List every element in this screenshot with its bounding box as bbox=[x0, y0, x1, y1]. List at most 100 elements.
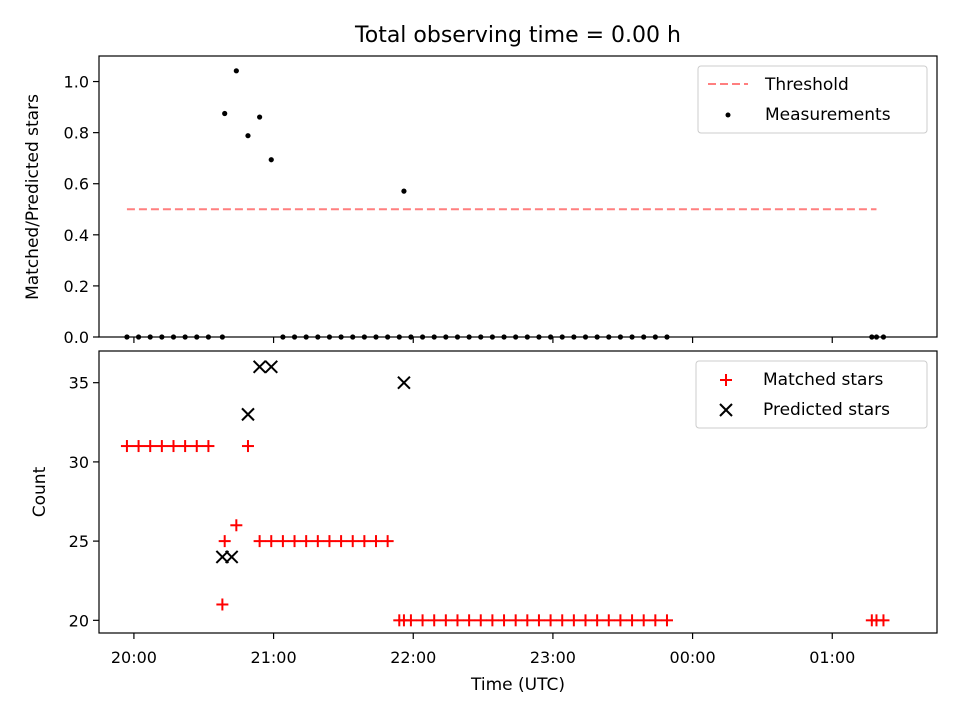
bottom-y-tick-label: 30 bbox=[69, 453, 89, 472]
matched-star-point bbox=[877, 614, 890, 627]
legend-measurements-label: Measurements bbox=[765, 105, 891, 125]
measurement-point bbox=[222, 110, 228, 117]
matched-star-point bbox=[463, 614, 476, 627]
matched-star-point bbox=[626, 614, 639, 627]
top-legend: Threshold Measurements bbox=[697, 65, 928, 134]
matched-star-point bbox=[498, 614, 511, 627]
bottom-y-ticks: 20 25 30 35 bbox=[69, 374, 99, 630]
bottom-plot-marks bbox=[120, 360, 890, 627]
bottom-x-ticks: 20:00 21:00 22:00 23:00 00:00 01:00 bbox=[111, 633, 855, 667]
matched-star-point bbox=[253, 535, 266, 548]
matched-star-point bbox=[323, 535, 336, 548]
top-y-tick-label: 0.2 bbox=[64, 277, 89, 296]
top-y-tick-label: 0.8 bbox=[64, 124, 89, 143]
bottom-y-tick-label: 35 bbox=[69, 374, 89, 393]
top-y-tick-label: 0.6 bbox=[64, 175, 89, 194]
predicted-star-point bbox=[224, 550, 239, 564]
matched-star-point bbox=[451, 614, 464, 627]
top-panel: 0.0 0.2 0.4 0.6 0.8 1.0 Matched/Predicted sta… bbox=[23, 55, 938, 347]
bottom-y-tick-label: 25 bbox=[69, 532, 89, 551]
matched-star-point bbox=[370, 535, 383, 548]
top-y-tick-label: 0.0 bbox=[64, 328, 89, 347]
legend-threshold-label: Threshold bbox=[764, 75, 849, 95]
legend-measurements-swatch bbox=[725, 112, 731, 118]
x-tick-label: 22:00 bbox=[390, 648, 436, 667]
x-tick-label: 23:00 bbox=[530, 648, 576, 667]
matched-star-point bbox=[179, 440, 192, 453]
matched-star-point bbox=[288, 535, 301, 548]
x-tick-label: 00:00 bbox=[670, 648, 716, 667]
top-y-axis-label: Matched/Predicted stars bbox=[23, 94, 43, 300]
predicted-star-point bbox=[252, 360, 267, 374]
legend-matched-label: Matched stars bbox=[763, 370, 883, 390]
measurement-point bbox=[401, 188, 407, 194]
matched-star-point bbox=[265, 535, 278, 548]
x-tick-label: 21:00 bbox=[251, 648, 297, 667]
matched-star-point bbox=[218, 535, 231, 548]
bottom-y-axis-label: Count bbox=[30, 466, 50, 517]
measurement-point bbox=[245, 133, 251, 139]
matched-star-point bbox=[602, 614, 615, 627]
matched-star-point bbox=[276, 535, 289, 548]
matched-star-point bbox=[567, 614, 580, 627]
matched-star-point bbox=[346, 535, 359, 548]
matched-star-point bbox=[579, 614, 592, 627]
bottom-legend-box bbox=[695, 360, 928, 429]
measurement-point bbox=[233, 68, 239, 74]
matched-star-point bbox=[241, 440, 254, 453]
matched-star-point bbox=[649, 614, 662, 627]
matched-star-point bbox=[521, 614, 534, 627]
top-y-tick-label: 0.4 bbox=[64, 226, 89, 245]
measurement-point bbox=[268, 157, 274, 163]
matched-star-point bbox=[509, 614, 522, 627]
matched-star-point bbox=[428, 614, 441, 627]
x-axis-label: Time (UTC) bbox=[470, 675, 565, 695]
matched-star-point bbox=[202, 440, 215, 453]
top-x-ticks bbox=[133, 337, 833, 343]
matched-star-point bbox=[230, 519, 243, 532]
matched-star-point bbox=[556, 614, 569, 627]
bottom-y-tick-label: 20 bbox=[69, 611, 89, 630]
bottom-axes-frame bbox=[98, 350, 938, 634]
matched-star-point bbox=[144, 440, 157, 453]
top-axes-frame bbox=[98, 55, 938, 338]
top-y-tick-label: 1.0 bbox=[64, 73, 89, 92]
matched-star-point bbox=[311, 535, 324, 548]
bottom-legend: Matched stars Predicted stars bbox=[695, 360, 928, 429]
top-y-ticks: 0.0 0.2 0.4 0.6 0.8 1.0 bbox=[64, 73, 99, 347]
x-tick-label: 01:00 bbox=[809, 648, 855, 667]
matched-star-point bbox=[155, 440, 168, 453]
legend-predicted-swatch bbox=[719, 403, 733, 417]
matched-star-point bbox=[120, 440, 133, 453]
matched-star-point bbox=[474, 614, 487, 627]
matched-star-point bbox=[167, 440, 180, 453]
matched-star-point bbox=[591, 614, 604, 627]
matched-star-point bbox=[416, 614, 429, 627]
predicted-star-point bbox=[397, 375, 411, 390]
matched-star-point bbox=[216, 598, 229, 611]
matched-star-point bbox=[544, 614, 557, 627]
measurement-point bbox=[257, 114, 263, 120]
chart-title: Total observing time = 0.00 h bbox=[354, 23, 681, 48]
matched-star-point bbox=[614, 614, 627, 627]
predicted-star-point bbox=[241, 407, 255, 422]
x-tick-label: 20:00 bbox=[111, 648, 157, 667]
matched-star-point bbox=[335, 535, 348, 548]
legend-matched-swatch bbox=[720, 374, 732, 386]
matched-star-point bbox=[381, 535, 394, 548]
matched-star-point bbox=[190, 440, 203, 453]
matched-star-point bbox=[532, 614, 545, 627]
top-legend-box bbox=[697, 65, 928, 134]
matched-star-point bbox=[132, 440, 145, 453]
matched-star-point bbox=[660, 614, 673, 627]
matched-star-point bbox=[300, 535, 313, 548]
matched-star-point bbox=[358, 535, 371, 548]
legend-predicted-label: Predicted stars bbox=[763, 400, 890, 420]
matched-star-point bbox=[404, 614, 417, 627]
matched-star-point bbox=[637, 614, 650, 627]
predicted-star-point bbox=[264, 360, 278, 374]
matched-star-point bbox=[439, 614, 452, 627]
matched-star-point bbox=[486, 614, 499, 627]
